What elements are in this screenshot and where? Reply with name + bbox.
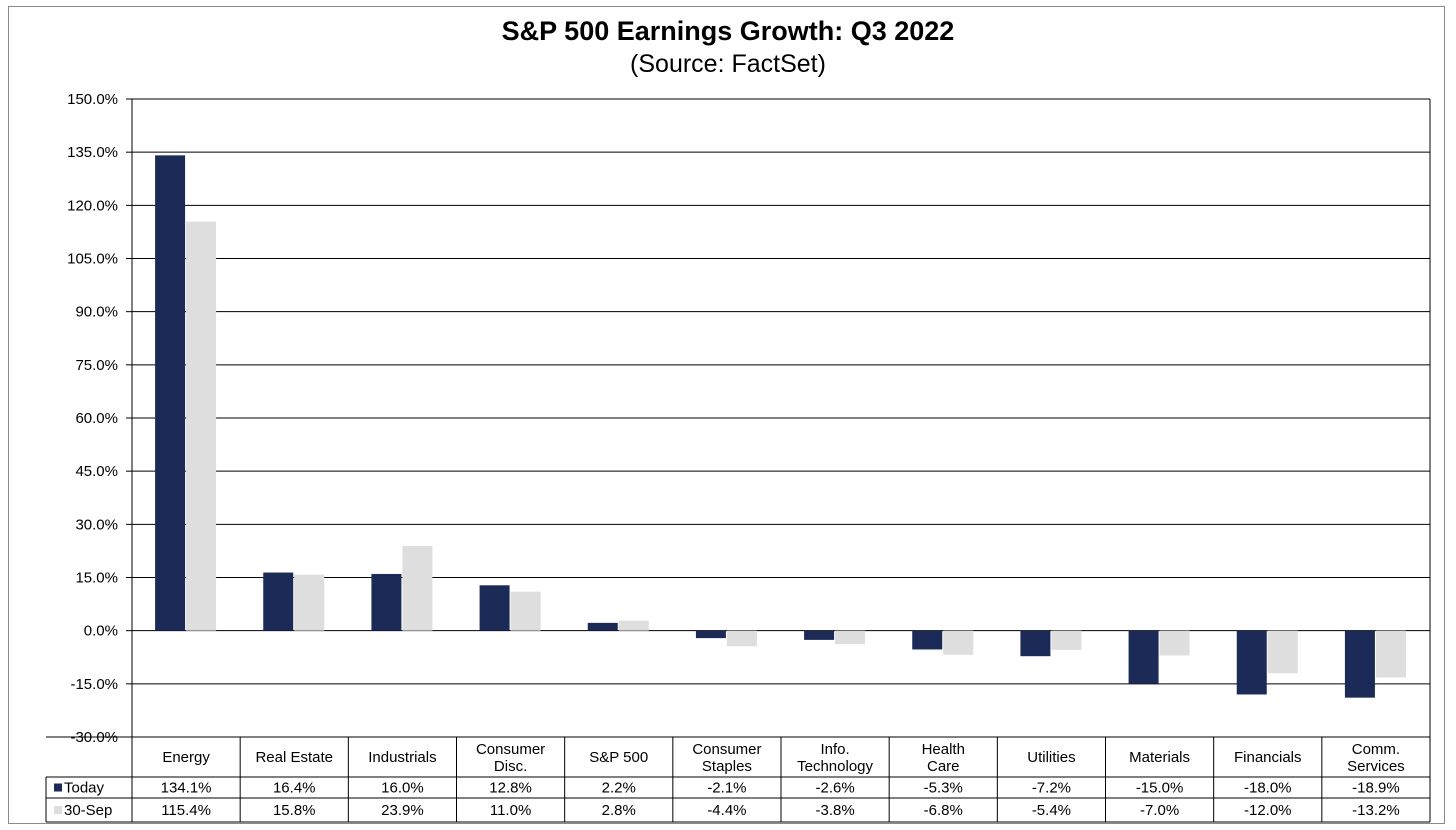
data-table-value: -13.2% [1352, 802, 1400, 819]
category-label: Care [927, 758, 960, 775]
data-table-value: -2.6% [815, 780, 854, 797]
y-tick-label: 135.0% [67, 144, 118, 161]
legend-label: 30-Sep [64, 802, 112, 819]
y-tick-label: 90.0% [75, 304, 118, 321]
chart-frame [8, 6, 1445, 824]
category-label: Industrials [368, 749, 436, 766]
data-table-value: 12.8% [489, 780, 532, 797]
data-table-value: -12.0% [1244, 802, 1292, 819]
data-table-value: 16.4% [273, 780, 316, 797]
legend-key-30-sep [54, 806, 62, 814]
category-label: Materials [1129, 749, 1190, 766]
category-label: Utilities [1027, 749, 1075, 766]
data-table-value: -6.8% [924, 802, 963, 819]
category-label: Consumer [692, 741, 761, 758]
data-table-value: -4.4% [707, 802, 746, 819]
bar-30-sep [402, 545, 433, 631]
bar-30-sep [1375, 630, 1406, 678]
y-tick-label: 75.0% [75, 357, 118, 374]
bar-30-sep [726, 630, 757, 647]
y-tick-label: 105.0% [67, 251, 118, 268]
data-table-value: 2.2% [602, 780, 636, 797]
bar-30-sep [294, 574, 325, 631]
category-label: Services [1347, 758, 1405, 775]
data-table-value: -7.2% [1032, 780, 1071, 797]
bar-today [1344, 630, 1375, 698]
y-tick-label: 30.0% [75, 516, 118, 533]
legend-label: Today [64, 780, 105, 797]
chart-subtitle: (Source: FactSet) [630, 50, 826, 78]
data-table-value: -5.3% [924, 780, 963, 797]
bar-30-sep [1159, 630, 1190, 656]
bar-today [804, 630, 835, 640]
data-table-value: -18.9% [1352, 780, 1400, 797]
chart-title: S&P 500 Earnings Growth: Q3 2022 [501, 16, 955, 46]
data-table-value: -2.1% [707, 780, 746, 797]
data-table-value: 15.8% [273, 802, 316, 819]
data-table-value: -7.0% [1140, 802, 1179, 819]
category-label: S&P 500 [589, 749, 648, 766]
y-tick-label: 45.0% [75, 463, 118, 480]
data-table-value: 11.0% [490, 802, 531, 819]
y-tick-label: -15.0% [70, 676, 118, 693]
legend-key-today [54, 783, 62, 792]
category-label: Comm. [1352, 741, 1400, 758]
data-table-value: -15.0% [1136, 780, 1184, 797]
bar-30-sep [835, 630, 866, 645]
bar-today [263, 572, 294, 631]
bar-today [1236, 630, 1267, 695]
y-tick-label: 150.0% [67, 91, 118, 108]
bar-30-sep [510, 591, 541, 631]
data-table-value: 16.0% [381, 780, 424, 797]
bar-today [695, 630, 726, 639]
data-table-value: 2.8% [602, 802, 636, 819]
bar-30-sep [1051, 630, 1082, 650]
bar-30-sep [943, 630, 974, 655]
category-label: Financials [1234, 749, 1302, 766]
y-tick-label: 15.0% [75, 570, 118, 587]
category-label: Real Estate [255, 749, 333, 766]
data-table-value: -18.0% [1244, 780, 1292, 797]
y-tick-label: 0.0% [84, 623, 118, 640]
data-table-value: 23.9% [381, 802, 424, 819]
category-label: Info. [820, 741, 849, 758]
bar-30-sep [186, 221, 217, 631]
bar-today [587, 622, 618, 631]
category-label: Energy [162, 749, 210, 766]
category-label: Technology [797, 758, 873, 775]
bar-today [479, 585, 510, 631]
bar-today [1128, 630, 1159, 684]
category-label: Consumer [476, 741, 545, 758]
category-label: Health [922, 741, 965, 758]
y-tick-label: 120.0% [67, 197, 118, 214]
data-table-value: -3.8% [815, 802, 854, 819]
category-label: Disc. [494, 758, 527, 775]
bar-30-sep [618, 620, 649, 631]
bar-30-sep [1267, 630, 1298, 674]
category-label: Staples [702, 758, 752, 775]
bar-today [1020, 630, 1051, 657]
y-tick-label: 60.0% [75, 410, 118, 427]
bar-today [371, 573, 402, 631]
data-table-value: -5.4% [1032, 802, 1071, 819]
data-table-value: 134.1% [161, 780, 212, 797]
bar-today [912, 630, 943, 650]
data-table-value: 115.4% [161, 802, 211, 819]
bar-today [155, 155, 186, 631]
